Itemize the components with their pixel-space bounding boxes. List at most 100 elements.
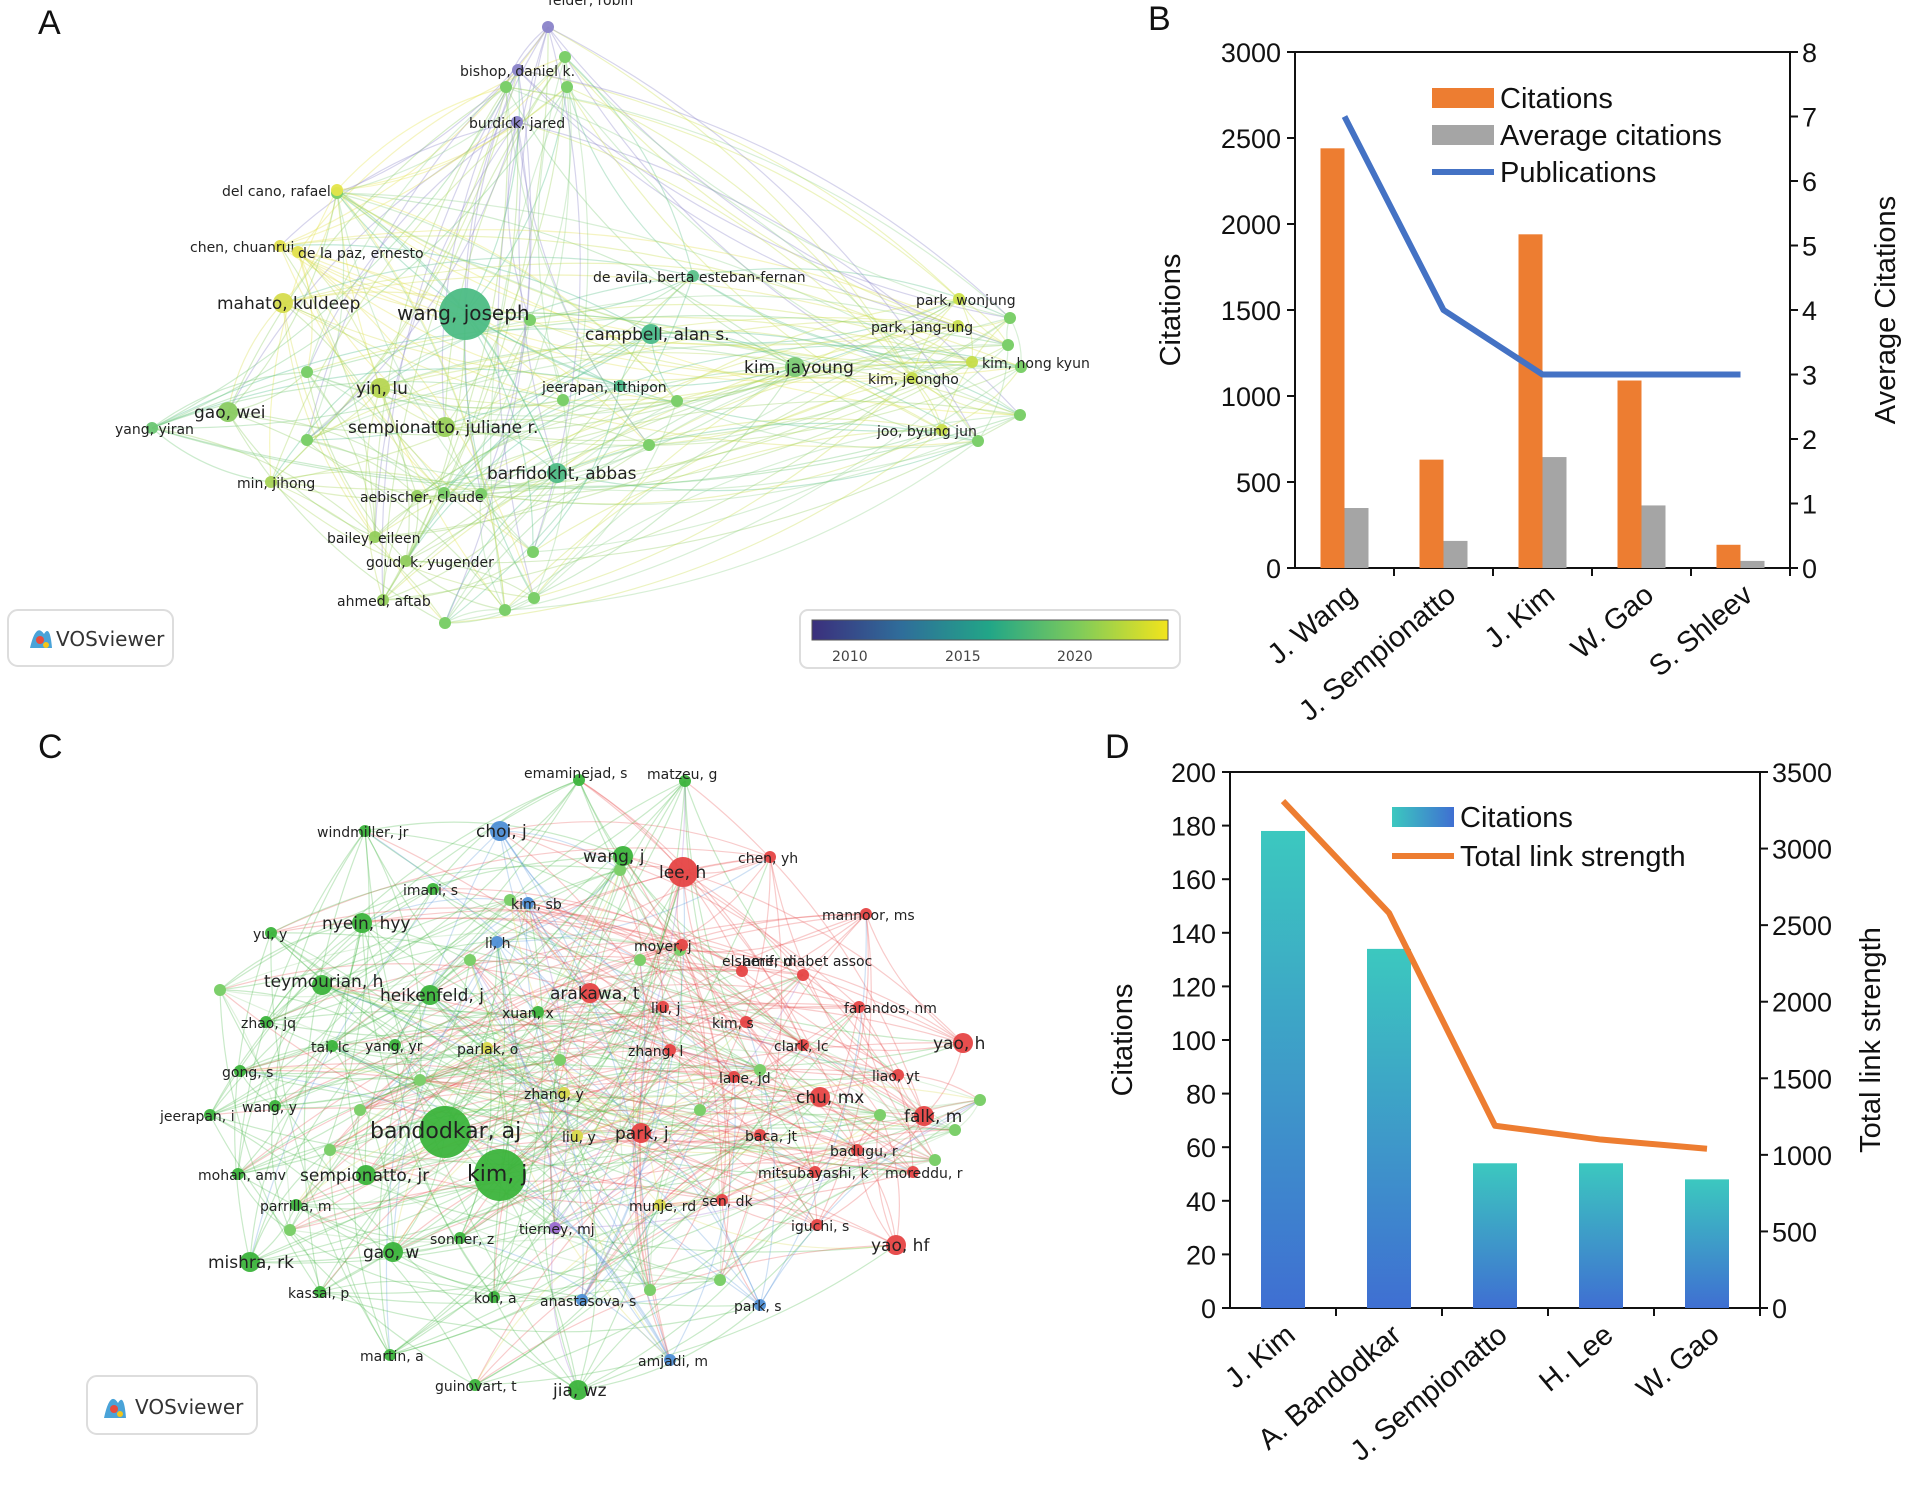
- a-node-min[interactable]: min, jihong: [237, 476, 315, 492]
- a-node-circle[interactable]: [512, 64, 524, 76]
- a-node-jeer[interactable]: jeerapan, itthipon: [541, 380, 667, 396]
- c-node-liaoyt[interactable]: liao, yt: [872, 1069, 920, 1085]
- c-node-parrilla[interactable]: parrilla, m: [260, 1199, 332, 1215]
- a-node-barf[interactable]: barfidokht, abbas: [487, 463, 637, 484]
- c-node-nyein[interactable]: nyein, hyy: [322, 913, 411, 934]
- a-node-mahato[interactable]: mahato, kuldeep: [217, 293, 360, 314]
- a-node-delapaz[interactable]: de la paz, ernesto: [292, 246, 424, 262]
- c-node-circle[interactable]: [522, 897, 534, 909]
- c-node-teym[interactable]: teymourian, h: [264, 972, 383, 995]
- c-node-circle[interactable]: [851, 1144, 863, 1156]
- c-node-circle[interactable]: [481, 1042, 493, 1054]
- a-node-circle[interactable]: [542, 21, 554, 33]
- a-node-kimjay[interactable]: kim, jayoung: [744, 357, 854, 378]
- c-node-circle[interactable]: [797, 969, 809, 981]
- c-node-elsherif[interactable]: elsherif, m: [722, 954, 796, 977]
- c-node-circle[interactable]: [359, 825, 371, 837]
- c-node-yaoh[interactable]: yao, h: [933, 1033, 985, 1054]
- c-node-circle[interactable]: [664, 1354, 676, 1366]
- a-node-yin[interactable]: yin, lu: [356, 378, 408, 399]
- a-node-circle[interactable]: [953, 293, 965, 305]
- a-node-circle[interactable]: [906, 372, 918, 384]
- c-node-circle[interactable]: [326, 1040, 338, 1052]
- c-node-mohan[interactable]: mohan, amv: [198, 1168, 286, 1184]
- c-node-sonner[interactable]: sonner, z: [430, 1232, 494, 1248]
- c-node-zhangl[interactable]: zhang, l: [628, 1044, 683, 1060]
- c-node-circle[interactable]: [532, 1006, 544, 1018]
- c-node-arak[interactable]: arakawa, t: [550, 983, 640, 1004]
- a-node-joo[interactable]: joo, byung jun: [876, 424, 977, 440]
- a-node-circle[interactable]: [400, 555, 412, 567]
- c-node-taic[interactable]: tai, lc: [311, 1040, 349, 1056]
- c-node-matzeu[interactable]: matzeu, g: [647, 767, 717, 787]
- a-node-campbell[interactable]: campbell, alan s.: [585, 324, 730, 345]
- c-node-falk[interactable]: falk, m: [904, 1106, 962, 1127]
- c-node-chenyh[interactable]: chen, yh: [738, 851, 798, 867]
- a-node-felder[interactable]: felder, robin: [542, 0, 633, 33]
- c-node-lee[interactable]: lee, h: [659, 857, 706, 887]
- c-node-imani[interactable]: imani, s: [403, 883, 458, 899]
- c-node-circle[interactable]: [664, 1044, 676, 1056]
- c-node-tierney[interactable]: tierney, mj: [519, 1222, 595, 1238]
- c-node-parlak[interactable]: parlak, o: [457, 1042, 518, 1058]
- c-node-moyer[interactable]: moyer, j: [634, 939, 692, 955]
- a-node-kimhk[interactable]: kim, hong kyun: [966, 356, 1090, 372]
- c-node-kims[interactable]: kim, s: [712, 1016, 754, 1032]
- c-node-gaow[interactable]: gao, w: [363, 1242, 419, 1263]
- a-node-wangj[interactable]: wang, joseph: [397, 288, 530, 340]
- c-node-farandos[interactable]: farandos, nm: [844, 1001, 937, 1017]
- a-node-gao[interactable]: gao, wei: [194, 402, 266, 423]
- c-node-circle[interactable]: [260, 1016, 272, 1028]
- a-node-semp[interactable]: sempionatto, juliane r.: [348, 417, 538, 438]
- a-node-circle[interactable]: [218, 402, 238, 422]
- c-node-circle[interactable]: [754, 1299, 766, 1311]
- a-node-circle[interactable]: [273, 293, 293, 313]
- c-node-zhangy[interactable]: zhang, y: [524, 1087, 584, 1103]
- c-node-circle[interactable]: [740, 1016, 752, 1028]
- c-node-circle[interactable]: [736, 965, 748, 977]
- c-node-circle[interactable]: [573, 774, 585, 786]
- c-node-circle[interactable]: [314, 1286, 326, 1298]
- a-node-delcano[interactable]: del cano, rafael: [222, 184, 343, 200]
- c-node-circle[interactable]: [728, 1071, 740, 1083]
- a-node-deavila[interactable]: de avila, berta esteban-fernan: [593, 270, 806, 286]
- c-node-circle[interactable]: [265, 927, 277, 939]
- c-node-circle[interactable]: [764, 851, 776, 863]
- c-node-circle[interactable]: [269, 1100, 281, 1112]
- c-node-badugu[interactable]: badugu, r: [830, 1144, 898, 1160]
- a-node-burdick[interactable]: burdick, jared: [469, 116, 565, 132]
- c-node-circle[interactable]: [420, 985, 440, 1005]
- c-node-circle[interactable]: [654, 1199, 666, 1211]
- c-node-munje[interactable]: munje, rd: [629, 1199, 696, 1215]
- a-node-circle[interactable]: [511, 116, 523, 128]
- c-node-parks[interactable]: park, s: [734, 1299, 782, 1315]
- c-node-circle[interactable]: [419, 1106, 471, 1158]
- a-node-circle[interactable]: [292, 246, 304, 258]
- c-node-circle[interactable]: [860, 908, 872, 920]
- c-node-circle[interactable]: [352, 913, 372, 933]
- c-node-liuj[interactable]: liu, j: [651, 1001, 680, 1017]
- c-node-circle[interactable]: [576, 1294, 588, 1306]
- c-node-zhaojq[interactable]: zhao, jq: [241, 1016, 296, 1032]
- c-node-gongs[interactable]: gong, s: [222, 1065, 273, 1081]
- c-node-yaohf[interactable]: yao, hf: [871, 1235, 930, 1256]
- a-node-circle[interactable]: [411, 490, 423, 502]
- c-node-circle[interactable]: [204, 1109, 216, 1121]
- c-node-circle[interactable]: [811, 1219, 823, 1231]
- c-node-circle[interactable]: [488, 1291, 500, 1303]
- c-node-circle[interactable]: [232, 1168, 244, 1180]
- a-node-circle[interactable]: [614, 380, 626, 392]
- c-node-circle[interactable]: [907, 1166, 919, 1178]
- c-node-circle[interactable]: [384, 1349, 396, 1361]
- c-node-circle[interactable]: [549, 1222, 561, 1234]
- a-node-ahmed[interactable]: ahmed, aftab: [337, 594, 431, 610]
- c-node-circle[interactable]: [914, 1106, 934, 1126]
- a-node-circle[interactable]: [274, 240, 286, 252]
- c-node-chumx[interactable]: chu, mx: [796, 1087, 864, 1108]
- c-node-amjadi[interactable]: amjadi, m: [638, 1354, 708, 1370]
- c-node-circle[interactable]: [668, 857, 698, 887]
- c-node-jiawz[interactable]: jia, wz: [552, 1380, 607, 1401]
- a-node-circle[interactable]: [785, 357, 805, 377]
- c-node-kimsb[interactable]: kim, sb: [511, 897, 562, 913]
- c-node-mishra[interactable]: mishra, rk: [208, 1252, 294, 1273]
